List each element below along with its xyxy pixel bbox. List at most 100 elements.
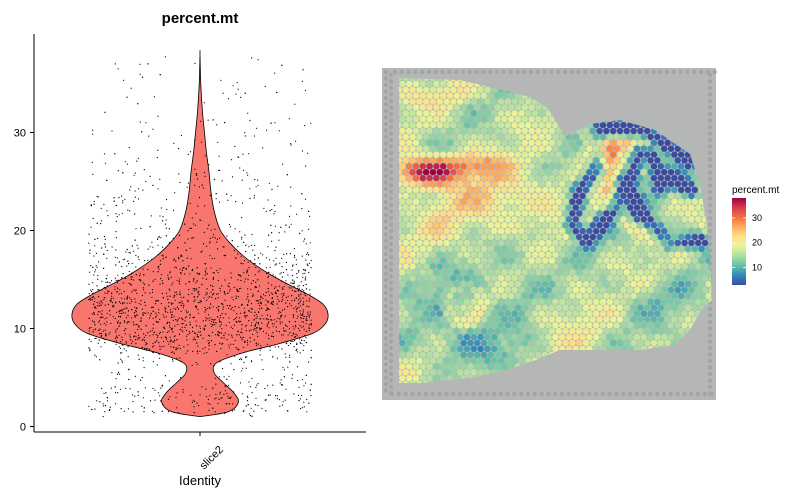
spot xyxy=(433,316,440,323)
spot xyxy=(453,116,460,123)
spot xyxy=(525,121,532,129)
spot xyxy=(661,286,668,294)
data-point xyxy=(104,405,107,407)
data-point xyxy=(244,340,246,342)
spot xyxy=(664,316,671,323)
data-point xyxy=(95,307,97,309)
background-spot xyxy=(413,69,418,75)
background-spot xyxy=(707,157,713,162)
spot xyxy=(450,251,457,258)
spot xyxy=(576,198,583,205)
data-point xyxy=(257,321,259,324)
spot xyxy=(582,269,590,276)
spot xyxy=(562,198,569,205)
spot xyxy=(538,275,545,282)
spot xyxy=(535,163,542,170)
data-point xyxy=(178,283,181,285)
data-point xyxy=(258,308,261,310)
data-point xyxy=(217,271,219,274)
spot xyxy=(484,86,491,94)
spot xyxy=(508,339,515,347)
spot xyxy=(644,328,651,335)
data-point xyxy=(301,255,303,257)
data-point xyxy=(194,168,196,170)
spot xyxy=(576,174,583,182)
data-point xyxy=(196,289,198,291)
spot xyxy=(576,339,583,347)
data-point xyxy=(309,293,311,295)
spot xyxy=(698,292,705,300)
data-point xyxy=(283,294,285,296)
spot xyxy=(644,304,651,311)
data-point xyxy=(271,232,273,234)
data-point xyxy=(103,153,106,155)
spot xyxy=(423,345,430,353)
data-point xyxy=(137,391,139,393)
spot xyxy=(484,180,491,188)
background-spot xyxy=(388,111,394,117)
spot xyxy=(528,351,535,358)
data-point xyxy=(117,274,119,276)
spot xyxy=(412,210,420,217)
spot xyxy=(399,251,403,258)
spot xyxy=(528,174,535,182)
spot xyxy=(508,104,515,111)
spot xyxy=(633,192,641,199)
spot xyxy=(695,227,702,235)
background-spot xyxy=(655,391,660,397)
spot xyxy=(419,186,426,194)
data-point xyxy=(130,298,132,300)
spot xyxy=(582,316,590,323)
spot xyxy=(674,298,681,305)
spot xyxy=(467,351,474,358)
data-point xyxy=(296,307,298,309)
data-point xyxy=(89,350,91,352)
data-point xyxy=(207,398,209,401)
spot xyxy=(599,192,607,199)
data-point xyxy=(199,325,201,327)
spot xyxy=(518,204,525,211)
spot xyxy=(521,351,528,358)
spot xyxy=(477,239,484,247)
data-point xyxy=(245,316,247,318)
data-point xyxy=(219,290,221,292)
background-spot xyxy=(388,326,394,331)
data-point xyxy=(125,342,127,344)
spot xyxy=(433,233,440,241)
spot xyxy=(627,251,634,258)
data-point xyxy=(121,310,123,312)
data-point xyxy=(298,287,300,289)
spot xyxy=(548,280,556,288)
background-spot xyxy=(668,391,673,397)
background-spot xyxy=(383,349,389,354)
spot xyxy=(504,227,511,235)
background-spot xyxy=(707,241,713,247)
spot xyxy=(610,304,617,311)
data-point xyxy=(302,349,304,351)
data-point xyxy=(208,319,210,321)
data-point xyxy=(104,329,106,331)
data-point xyxy=(107,215,109,217)
spot xyxy=(552,263,559,270)
spot xyxy=(511,251,518,258)
data-point xyxy=(164,309,166,311)
data-point xyxy=(267,385,269,387)
spot xyxy=(647,298,654,305)
spot xyxy=(416,86,423,94)
spot xyxy=(531,310,539,317)
spot xyxy=(416,345,423,353)
data-point xyxy=(222,306,224,308)
data-point xyxy=(286,253,288,255)
spot xyxy=(504,286,511,294)
spot xyxy=(603,139,610,146)
spot xyxy=(684,292,692,300)
data-point xyxy=(235,297,237,299)
spot xyxy=(487,233,494,241)
background-spot xyxy=(707,306,713,312)
data-point xyxy=(254,328,256,330)
spot xyxy=(630,328,637,335)
data-point xyxy=(115,335,117,337)
spot xyxy=(491,310,498,317)
spot xyxy=(678,233,685,241)
data-point xyxy=(134,395,136,397)
